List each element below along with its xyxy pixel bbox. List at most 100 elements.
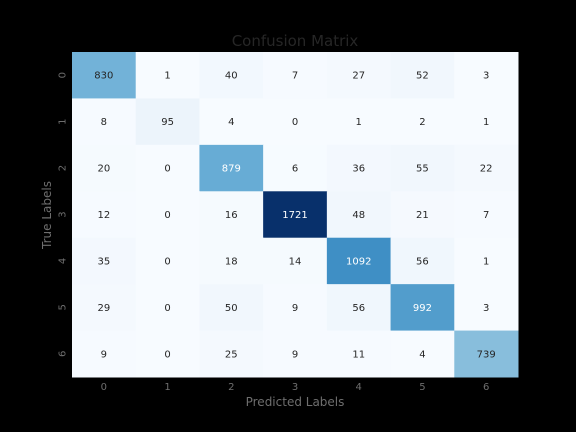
heatmap-cell — [326, 330, 392, 378]
heatmap-cell — [72, 237, 137, 285]
cell-value-label: 1 — [483, 117, 489, 128]
heatmap-cell — [326, 237, 392, 285]
heatmap-cell — [135, 52, 200, 99]
heatmap-cell — [199, 330, 264, 378]
heatmap-cell — [72, 284, 137, 332]
heatmap-cell — [390, 98, 455, 146]
heatmap-cell — [263, 191, 328, 239]
cell-value-label: 830 — [94, 71, 113, 82]
cell-value-label: 14 — [289, 256, 302, 267]
heatmap-cell — [263, 237, 328, 285]
y-tick-label: 1 — [58, 118, 69, 124]
y-tick-label: 2 — [58, 165, 69, 171]
x-tick-labels: 0 1 2 3 4 5 6 — [101, 382, 490, 393]
heatmap-cell — [72, 144, 137, 192]
y-axis-label: True Labels — [40, 181, 54, 250]
heatmap-cell — [326, 98, 392, 146]
y-tick-label: 5 — [58, 304, 69, 310]
cell-value-label: 9 — [292, 303, 298, 314]
y-tick-labels: 0 1 2 3 4 5 6 — [58, 72, 69, 357]
cell-value-label: 1721 — [282, 210, 307, 221]
heatmap-cell — [135, 191, 200, 239]
cell-value-label: 48 — [352, 210, 365, 221]
cell-value-label: 3 — [483, 303, 489, 314]
cell-value-label: 9 — [292, 349, 298, 360]
y-tick-label: 3 — [58, 211, 69, 217]
cell-value-label: 6 — [292, 164, 298, 175]
heatmap-cell — [454, 284, 519, 332]
x-tick-label: 1 — [164, 382, 170, 393]
heatmap-cell — [72, 191, 137, 239]
cell-value-label: 1 — [356, 117, 362, 128]
cell-value-label: 2 — [419, 117, 425, 128]
heatmap-cell — [326, 144, 392, 192]
heatmap-cell — [135, 330, 200, 378]
heatmap-cell — [199, 237, 264, 285]
cell-value-label: 3 — [483, 71, 489, 82]
cell-value-label: 0 — [164, 210, 170, 221]
heatmap-cell — [135, 237, 200, 285]
y-tick-label: 0 — [58, 72, 69, 78]
heatmap-cell — [390, 144, 455, 192]
heatmap-cell — [454, 237, 519, 285]
heatmap-cell — [390, 52, 455, 99]
heatmap-cell — [263, 284, 328, 332]
cell-value-label: 50 — [225, 303, 238, 314]
cell-value-label: 7 — [483, 210, 489, 221]
x-tick-label: 6 — [483, 382, 489, 393]
cell-value-label: 0 — [292, 117, 298, 128]
heatmap-cell — [326, 191, 392, 239]
heatmap-cell — [199, 52, 264, 99]
cell-value-label: 0 — [164, 303, 170, 314]
cell-value-label: 36 — [352, 164, 365, 175]
x-tick-label: 4 — [356, 382, 362, 393]
y-tick-label: 6 — [58, 351, 69, 357]
y-tick-label: 4 — [58, 258, 69, 264]
cell-value-label: 40 — [225, 71, 238, 82]
heatmap-cell — [199, 144, 264, 192]
cell-value-label: 1 — [483, 256, 489, 267]
chart-title: Confusion Matrix — [232, 32, 359, 50]
cell-value-label: 879 — [222, 164, 241, 175]
cell-value-label: 18 — [225, 256, 238, 267]
heatmap-cell — [390, 284, 455, 332]
cell-value-label: 20 — [97, 164, 110, 175]
cell-value-label: 22 — [480, 164, 493, 175]
cell-value-label: 739 — [477, 349, 496, 360]
heatmap-cell — [263, 52, 328, 99]
cell-value-label: 7 — [292, 71, 298, 82]
cell-value-label: 35 — [97, 256, 110, 267]
cell-value-label: 11 — [352, 349, 365, 360]
cell-value-label: 55 — [416, 164, 429, 175]
x-tick-label: 5 — [419, 382, 425, 393]
heatmap-cell — [135, 284, 200, 332]
heatmap-cell — [263, 98, 328, 146]
cell-value-label: 56 — [416, 256, 429, 267]
x-tick-label: 3 — [292, 382, 298, 393]
cell-value-label: 1092 — [346, 256, 371, 267]
cell-value-label: 0 — [164, 256, 170, 267]
heatmap-cell — [263, 330, 328, 378]
heatmap-cell — [199, 191, 264, 239]
cell-value-label: 21 — [416, 210, 429, 221]
heatmap-cell — [199, 284, 264, 332]
heatmap-cell — [135, 144, 200, 192]
cell-value-label: 0 — [164, 164, 170, 175]
x-tick-label: 2 — [228, 382, 234, 393]
x-tick-label: 0 — [101, 382, 107, 393]
cell-value-label: 1 — [164, 71, 170, 82]
heatmap-cell — [454, 144, 519, 192]
cell-value-label: 52 — [416, 71, 429, 82]
cell-value-label: 8 — [101, 117, 107, 128]
cell-value-label: 25 — [225, 349, 238, 360]
x-axis-label: Predicted Labels — [246, 395, 345, 409]
heatmap-cell — [263, 144, 328, 192]
cell-value-label: 0 — [164, 349, 170, 360]
heatmap-cell — [390, 237, 455, 285]
heatmap-cell — [199, 98, 264, 146]
cell-value-label: 4 — [419, 349, 425, 360]
heatmap-cell — [454, 330, 519, 378]
heatmap-cell — [454, 191, 519, 239]
heatmap-cell — [390, 330, 455, 378]
